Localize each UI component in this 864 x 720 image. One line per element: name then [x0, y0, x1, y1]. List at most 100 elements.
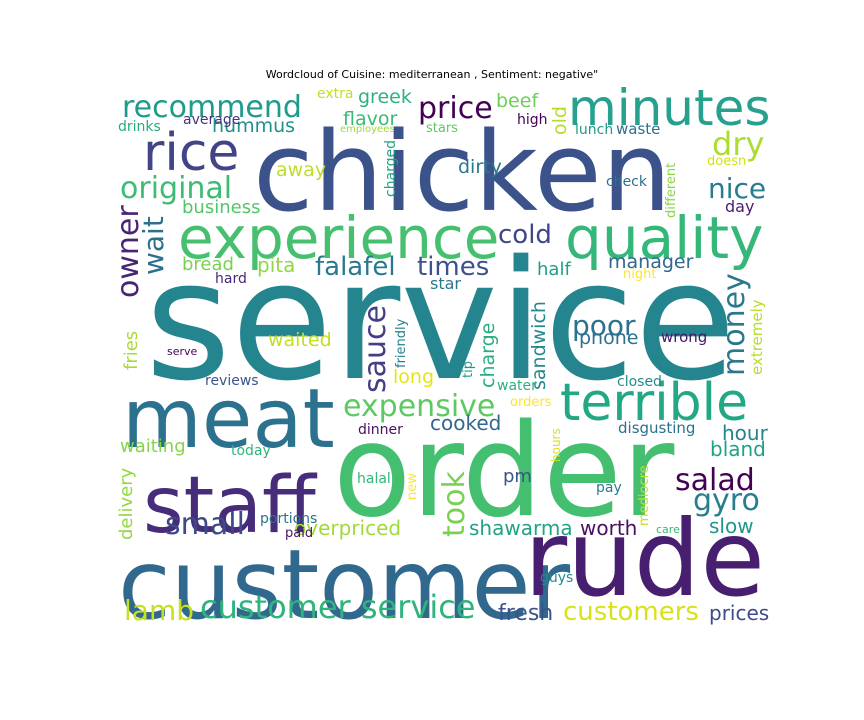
word-guys: guys	[540, 570, 573, 586]
word-reviews: reviews	[205, 373, 259, 389]
word-care: care	[656, 523, 680, 536]
word-charged: charged	[383, 140, 399, 197]
chart-title: Wordcloud of Cuisine: mediterranean , Se…	[265, 68, 599, 81]
word-poor: poor	[572, 309, 636, 342]
word-staff: staff	[143, 461, 318, 551]
word-drinks: drinks	[118, 119, 161, 135]
word-service: service	[145, 225, 736, 417]
word-customers: customers	[563, 597, 699, 627]
word-average: average	[183, 112, 240, 128]
word-manager: manager	[608, 251, 694, 273]
word-halal: halal	[357, 471, 391, 487]
word-owner: owner	[111, 205, 146, 298]
word-away: away	[276, 159, 326, 181]
word-customer: customer	[118, 529, 571, 641]
word-salad: salad	[675, 463, 755, 498]
word-worth: worth	[580, 516, 637, 540]
word-rude: rude	[524, 498, 765, 620]
word-waste: waste	[616, 120, 660, 138]
word-sandwich: sandwich	[528, 301, 550, 390]
word-bread: bread	[182, 254, 234, 275]
word-wait: wait	[137, 216, 170, 275]
word-pm: pm	[503, 466, 532, 487]
word-long: long	[393, 366, 434, 388]
word-high: high	[517, 112, 548, 128]
word-today: today	[231, 443, 271, 459]
word-money: money	[717, 273, 752, 376]
word-wrong: wrong	[661, 328, 707, 346]
word-hard: hard	[215, 271, 247, 287]
word-water: water	[497, 378, 537, 394]
word-cooked: cooked	[430, 411, 501, 435]
word-day: day	[725, 197, 754, 216]
word-business: business	[182, 197, 260, 218]
word-customer-service: customer service	[200, 588, 475, 626]
word-chicken: chicken	[253, 108, 671, 236]
word-night: night	[623, 267, 656, 282]
word-closed: closed	[617, 374, 662, 390]
word-waited: waited	[268, 329, 332, 351]
word-minutes: minutes	[568, 79, 770, 137]
word-hours: hours	[549, 428, 563, 462]
word-extra: extra	[317, 86, 353, 102]
word-dry: dry	[712, 125, 764, 163]
word-serve: serve	[167, 345, 198, 358]
word-pita: pita	[257, 253, 295, 277]
word-new: new	[405, 473, 420, 500]
word-falafel: falafel	[315, 252, 396, 282]
word-prices: prices	[709, 601, 769, 625]
word-doesn: doesn	[707, 154, 746, 169]
word-terrible: terrible	[560, 373, 748, 433]
word-dinner: dinner	[358, 422, 403, 438]
word-cold: cold	[498, 220, 552, 250]
word-price: price	[418, 91, 493, 126]
word-experience: experience	[178, 204, 499, 272]
word-took: took	[437, 471, 472, 537]
word-check: check	[606, 174, 648, 190]
word-extremely: extremely	[748, 299, 766, 375]
word-orders: orders	[510, 395, 552, 410]
word-flavor: flavor	[343, 108, 397, 130]
word-slow: slow	[709, 514, 754, 538]
word-overpriced: overpriced	[294, 516, 401, 540]
word-star: star	[430, 274, 461, 293]
word-hummus: hummus	[212, 115, 295, 137]
word-old: old	[549, 106, 571, 135]
word-charge: charge	[477, 323, 499, 388]
word-nice: nice	[708, 172, 766, 205]
word-beef: beef	[496, 90, 539, 112]
word-friendly: friendly	[394, 318, 409, 368]
word-greek: greek	[358, 86, 412, 108]
word-portions: portions	[260, 511, 317, 527]
word-gyro: gyro	[693, 483, 760, 518]
word-shawarma: shawarma	[469, 516, 573, 540]
word-dirty: dirty	[458, 156, 502, 178]
word-different: different	[664, 163, 679, 218]
word-expensive: expensive	[343, 389, 495, 424]
word-tip: tip	[461, 361, 476, 378]
word-fresh: fresh	[498, 601, 553, 626]
word-delivery: delivery	[116, 467, 137, 540]
word-sauce: sauce	[358, 305, 393, 393]
word-hour: hour	[722, 421, 769, 445]
word-paid: paid	[285, 526, 313, 541]
word-stars: stars	[426, 121, 458, 136]
word-small: small	[165, 507, 245, 542]
word-bland: bland	[710, 437, 766, 461]
word-lamb: lamb	[124, 594, 194, 627]
word-phone: phone	[579, 327, 638, 349]
word-fries: fries	[121, 331, 142, 370]
word-waiting: waiting	[120, 436, 186, 457]
word-lunch: lunch	[575, 122, 613, 138]
word-recommend: recommend	[122, 90, 302, 125]
word-times: times	[417, 252, 489, 282]
word-original: original	[120, 171, 232, 206]
word-rice: rice	[143, 123, 239, 183]
word-pay: pay	[596, 480, 622, 496]
word-mediocre: mediocre	[637, 465, 652, 526]
word-half: half	[537, 259, 571, 280]
word-meat: meat	[122, 372, 335, 467]
word-employees: employees	[340, 124, 395, 135]
